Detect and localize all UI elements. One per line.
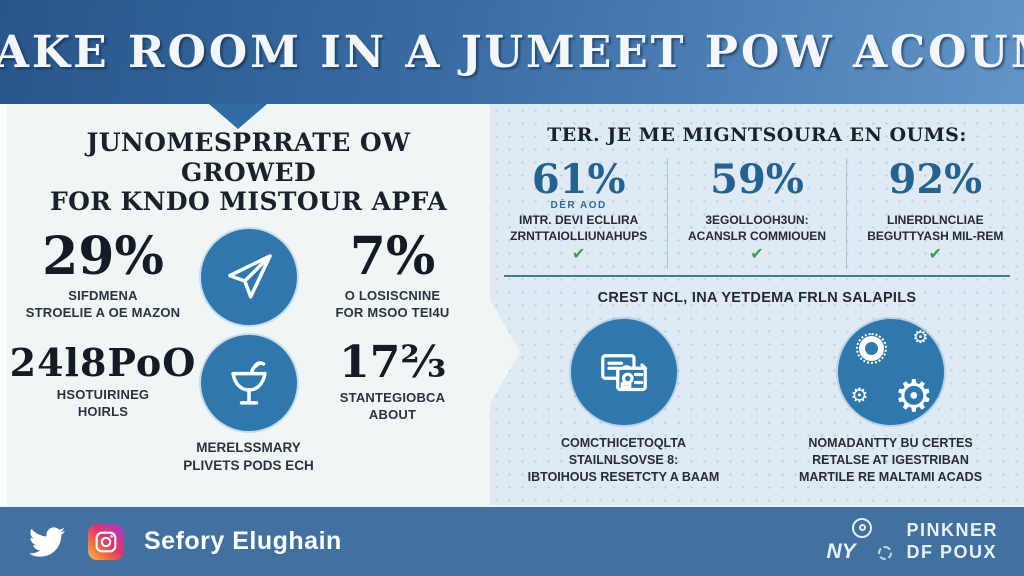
blueprint-icon-circle [570,319,677,426]
right-stats-row: 61% DÈR AOD IMTR. DEVI ECLLIRA ZRNTTAIOL… [490,156,1024,270]
stat-block-29: 29% SIFDMENA STROELIE A OE MAZON [26,231,181,322]
instagram-icon [88,523,124,560]
feature-text: NOMADANTTY BU CERTES RETALSE AT IGESTRIB… [767,435,1014,486]
stat-label-line2: ABOUT [368,407,417,422]
stat-block-24l8poo: 24l8PoO HSOTUIRINEG HOIRLS [10,344,197,421]
stat-label-line2: ZRNTTAIOLLIUNAHUPS [510,228,648,243]
stat-label-line2: HOIRLS [77,404,129,419]
stat-label: SIFDMENA STROELIE A OE MAZON [26,288,181,322]
features-row: COMCTHICETOQLTA STAILNLSOVSE 8: IBTOIHOU… [490,319,1024,486]
teal-divider-line [504,275,1010,278]
gear-icon: ⚙ [912,327,929,349]
left-panel-footnote: MERELSSMARY PLIVETS PODS ECH [7,439,490,475]
feature-line3: IBTOIHOUS RESETCTY A BAAM [527,469,720,484]
stat-label: STANTEGIOBCA ABOUT [339,390,446,424]
stat-block-7: 7% O LOSISCNINE FOR MSOO TEI4U [335,231,449,322]
gear-icon: ⚙ [850,383,869,408]
left-panel: JUNOMESPRRATE OW GROWED FOR KNDO MISTOUR… [0,104,490,505]
content-area: JUNOMESPRRATE OW GROWED FOR KNDO MISTOUR… [0,104,1024,505]
feature-line1: NOMADANTTY BU CERTES [808,436,973,451]
stat-label: HSOTUIRINEG HOIRLS [10,387,197,421]
banner-notch-triangle [209,104,267,129]
stat-label: LINERDLNCLIAE BEGUTTYASH MIL-REM [855,213,1016,244]
stat-value: 59% [710,156,804,203]
cocktail-icon [231,360,267,405]
stat-block-61: 61% DÈR AOD IMTR. DEVI ECLLIRA ZRNTTAIOL… [490,158,667,269]
footer-bar: Sefory Elughain NY PINKNER DF POUX [0,505,1024,576]
stat-value: 29% [42,226,164,288]
brand-line1: PINKNER [906,519,998,540]
title-banner: TAKE ROOM IN A JUMEET POW ACOUM [0,0,1024,104]
feature-line1: COMCTHICETOQLTA [561,436,686,451]
footnote-line1: MERELSSMARY [196,439,301,455]
stat-label-line2: ACANSLR COMMIOUEN [687,228,826,243]
stat-value: 92% [888,156,983,203]
right-panel-heading: TER. JE ME MIGNTSOURA EN OUMS: [547,124,967,146]
gears-icon-circle: ⚙ ⚙ ⚙ [837,319,944,426]
stat-block-17: 17⅔ STANTEGIOBCA ABOUT [339,341,446,424]
left-stats-grid: 29% SIFDMENA STROELIE A OE MAZON 7% O LO… [7,228,490,431]
feature-line2: STAILNLSOVSE 8: [568,453,679,468]
twitter-icon [29,526,66,557]
stat-value: 17⅔ [339,337,446,389]
emblem-scribble-icon [878,545,893,560]
feature-line2: RETALSE AT IGESTRIBAN [812,453,969,468]
emblem-ring-inner [858,524,866,531]
stat-label-line1: STANTEGIOBCA [339,390,446,406]
stat-label-line2: FOR MSOO TEI4U [335,305,450,320]
stat-label-line1: IMTR. DEVI ECLLIRA [518,213,639,227]
paper-plane-icon-circle [201,228,297,325]
left-heading-line1: JUNOMESPRRATE OW GROWED [86,128,411,187]
footer-social: Sefory Elughain [26,523,342,560]
ny-logo-text: NY [826,539,856,563]
cocktail-icon-circle [201,334,297,431]
banner-title: TAKE ROOM IN A JUMEET POW ACOUM [0,26,1024,78]
stat-label-line1: O LOSISCNINE [344,288,441,304]
footnote-line2: PLIVETS PODS ECH [183,457,314,473]
brand-line2: DF POUX [906,541,997,562]
left-heading-line2: FOR KNDO MISTOUR APFA [49,187,448,216]
feature-blueprint: COMCTHICETOQLTA STAILNLSOVSE 8: IBTOIHOU… [490,319,757,486]
stat-label: 3EGOLLOOH3UN: ACANSLR COMMIOUEN [676,213,837,244]
right-panel: TER. JE ME MIGNTSOURA EN OUMS: 61% DÈR A… [490,104,1024,505]
right-panel-subheading: CREST NCL, INA YETDEMA FRLN SALAPILS [597,290,917,307]
stat-label-line1: HSOTUIRINEG [56,387,150,403]
check-icon: ✔ [750,246,764,264]
stat-block-59: 59% 3EGOLLOOH3UN: ACANSLR COMMIOUEN ✔ [667,156,845,270]
ny-emblem-logo: NY [826,517,894,566]
emblem-ring-icon [852,517,873,538]
stat-label-line1: 3EGOLLOOH3UN: [705,213,809,227]
left-panel-heading: JUNOMESPRRATE OW GROWED FOR KNDO MISTOUR… [15,128,482,217]
blueprint-document-icon [600,354,647,392]
stat-label-line2: BEGUTTYASH MIL-REM [867,228,1004,243]
paper-plane-icon [228,253,272,299]
stat-value: 7% [349,226,436,288]
stat-label: IMTR. DEVI ECLLIRA ZRNTTAIOLLIUNAHUPS [498,213,659,244]
check-icon: ✔ [928,246,943,264]
gear-icon: ⚙ [894,371,934,423]
stat-block-92: 92% LINERDLNCLIAE BEGUTTYASH MIL-REM ✔ [845,156,1024,270]
stat-label-line1: LINERDLNCLIAE [886,213,984,227]
stat-label: O LOSISCNINE FOR MSOO TEI4U [335,288,449,322]
brand-name: PINKNER DF POUX [906,520,998,563]
social-handle-text: Sefory Elughain [144,527,342,555]
stat-label-line2: STROELIE A OE MAZON [25,305,181,320]
footer-brand: NY PINKNER DF POUX [826,517,998,566]
stat-value: 24l8PoO [9,340,197,386]
feature-gears: ⚙ ⚙ ⚙ NOMADANTTY BU CERTES RETALSE AT IG… [757,319,1024,486]
gear-ring-icon [855,333,887,365]
check-icon: ✔ [571,246,586,264]
feature-line3: MARTILE RE MALTAMI ACADS [798,469,983,484]
stat-subvalue: DÈR AOD [550,200,607,211]
stat-value: 61% [531,156,626,203]
feature-text: COMCTHICETOQLTA STAILNLSOVSE 8: IBTOIHOU… [500,435,747,486]
stat-label-line1: SIFDMENA [68,288,138,304]
panel-arrow-notch [490,300,520,404]
